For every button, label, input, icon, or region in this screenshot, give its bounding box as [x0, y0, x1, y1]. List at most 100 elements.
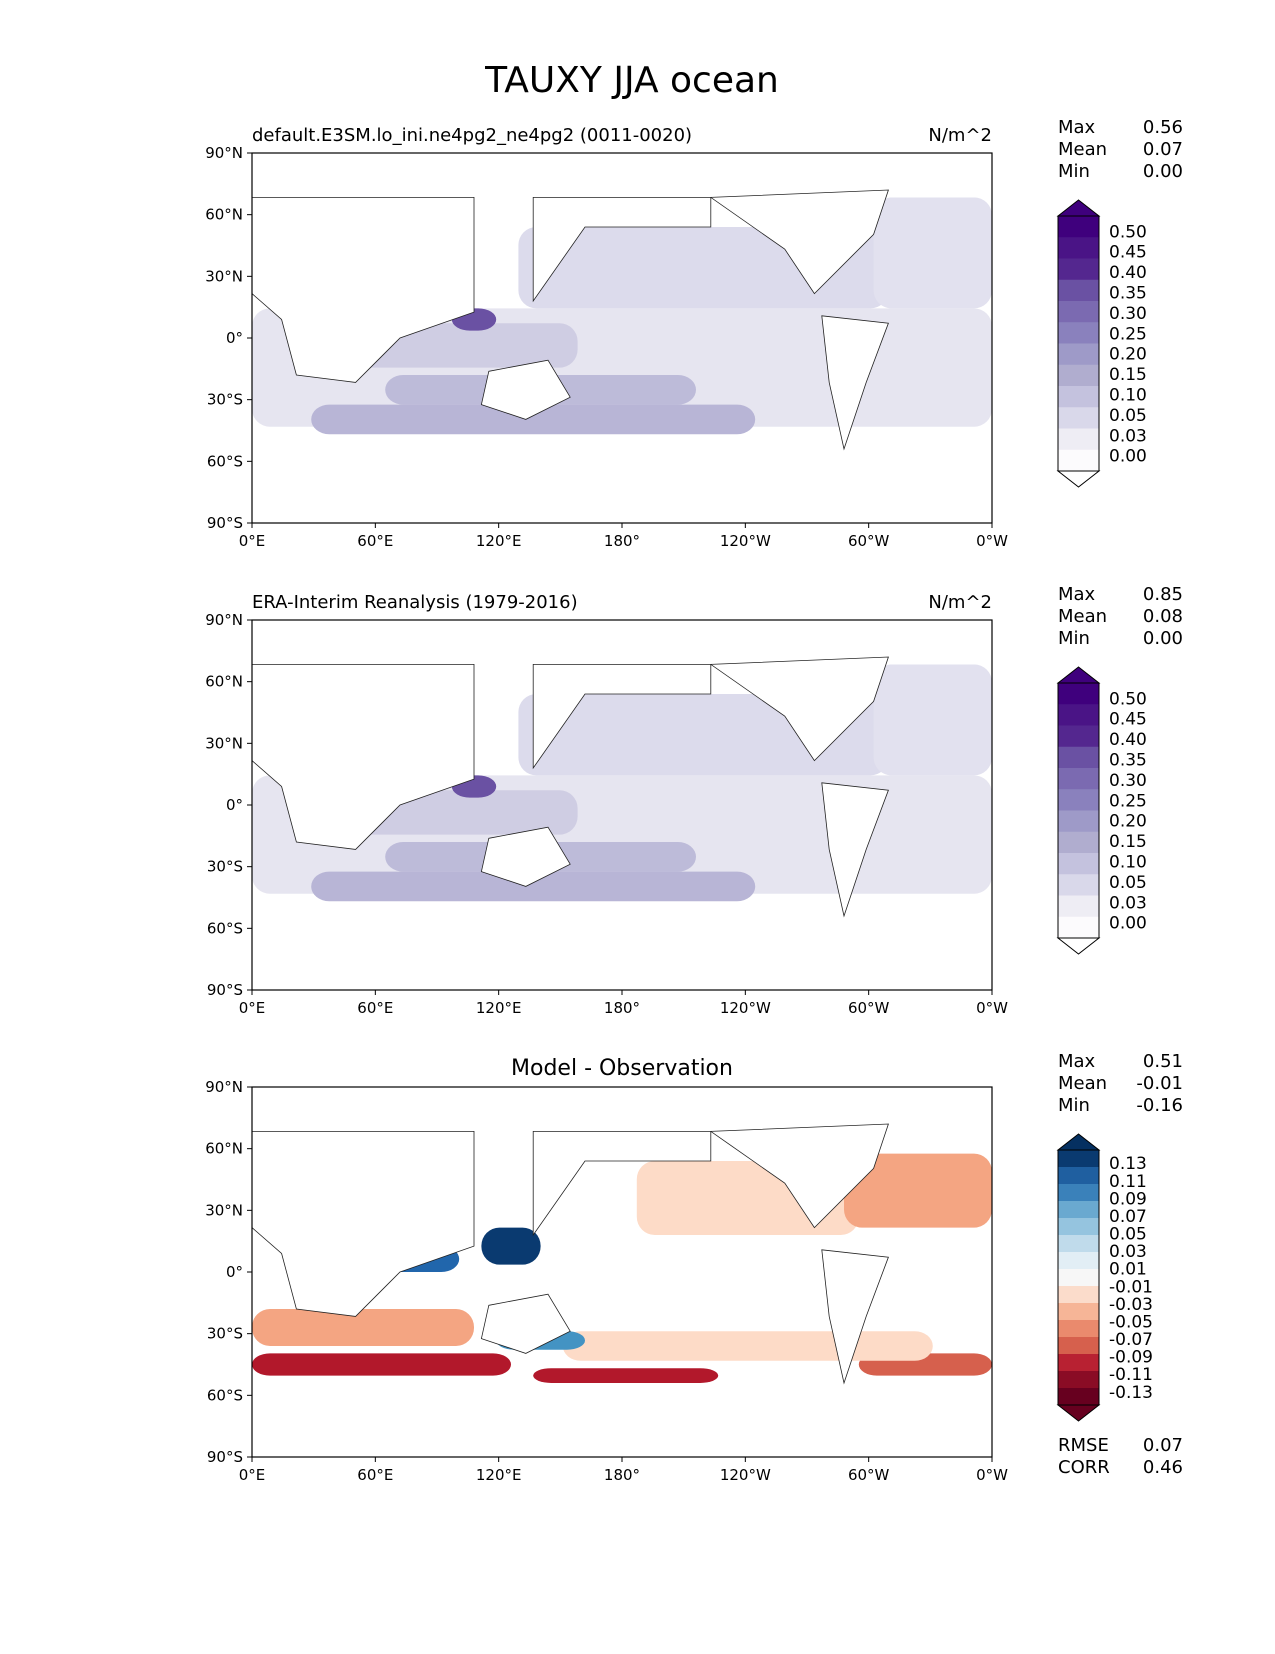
model-colorbar-swatch: [1058, 364, 1099, 387]
obs-colorbar-swatch: [1058, 704, 1099, 726]
diff-colorbar-tick-label: -0.13: [1109, 1383, 1153, 1403]
diff-stat-label: Max: [1058, 1051, 1096, 1072]
obs-asia-east: [532, 664, 712, 770]
diff-colorbar-swatch: [1058, 1371, 1099, 1389]
obs-lat-tick-label: 30°S: [207, 858, 243, 876]
model-colorbar-swatch: [1058, 322, 1099, 344]
diff-colorbar-swatch: [1058, 1388, 1099, 1406]
obs-shade-3: [311, 871, 756, 902]
model-colorbar-tick-label: 0.03: [1109, 426, 1147, 446]
diff-lon-tick-label: 0°W: [976, 1466, 1008, 1484]
diff-colorbar-frame: [1057, 1149, 1100, 1406]
model-lat-tick-label: 60°N: [205, 206, 243, 224]
model-colorbar-frame: [1057, 215, 1100, 472]
obs-colorbar-frame: [1057, 682, 1100, 939]
model-colorbar-swatch: [1058, 301, 1099, 323]
diff-colorbar-tick-label: 0.01: [1109, 1260, 1147, 1280]
diff-colorbar-swatch: [1058, 1184, 1099, 1202]
diff-lon-tick-label: 60°W: [848, 1466, 890, 1484]
obs-lon-tick-label: 120°E: [476, 999, 522, 1017]
diff-north-america: [709, 1123, 889, 1229]
diff-antarctic-mask: [252, 1390, 992, 1457]
diff-colorbar-extend-bottom: [1056, 1404, 1101, 1422]
diff-metric-label: RMSE: [1058, 1435, 1109, 1456]
diff-stat-value: -0.01: [1136, 1073, 1183, 1094]
diff-lat-tick-label: 0°: [226, 1263, 243, 1281]
diff-australia: [480, 1293, 571, 1354]
model-colorbar-extend-bottom: [1056, 470, 1101, 488]
diff-land-mask: [252, 1087, 992, 1457]
diff-colorbar-tick-label: -0.11: [1109, 1365, 1153, 1385]
model-colorbar-tick-label: 0.10: [1109, 386, 1147, 406]
obs-lon-tick-label: 120°W: [720, 999, 771, 1017]
obs-lat-tick-label: 90°N: [205, 611, 243, 629]
diff-colorbar-swatch: [1058, 1201, 1099, 1219]
obs-stat-value: 0.85: [1143, 584, 1183, 605]
model-asia-east: [532, 197, 712, 303]
model-colorbar-tick-label: 0.15: [1109, 365, 1147, 385]
obs-lon-tick-label: 180°: [604, 999, 640, 1017]
diff-colorbar-swatch: [1058, 1354, 1099, 1372]
obs-colorbar-swatch: [1058, 789, 1099, 811]
diff-colorbar-swatch: [1058, 1337, 1099, 1355]
model-colorbar-tick-label: 0.45: [1109, 243, 1147, 263]
diff-colorbar-swatch: [1058, 1167, 1099, 1185]
obs-colorbar-swatch: [1058, 768, 1099, 790]
obs-north-america: [709, 656, 889, 762]
obs-colorbar-swatch: [1058, 853, 1099, 875]
model-lon-tick-label: 120°W: [720, 532, 771, 550]
obs-lat-tick-label: 0°: [226, 796, 243, 814]
obs-units-label: N/m^2: [928, 592, 992, 613]
diff-panel-title: Model - Observation: [511, 1056, 733, 1081]
model-colorbar-swatch: [1058, 428, 1099, 451]
model-colorbar-swatch: [1058, 449, 1099, 472]
obs-colorbar-tick-label: 0.40: [1109, 730, 1147, 750]
model-lon-tick-label: 120°E: [476, 532, 522, 550]
obs-stat-label: Mean: [1058, 606, 1107, 627]
obs-lat-tick-label: 60°S: [207, 919, 243, 937]
model-colorbar-swatch: [1058, 279, 1099, 302]
diff-lon-tick-label: 0°E: [239, 1466, 266, 1484]
panel-obs: 90°N 60°N 30°N 0° 30°S 60°S 90°S0°E 60°E 120°E 18…: [205, 584, 1183, 1017]
model-colorbar-tick-label: 0.50: [1109, 222, 1147, 242]
obs-lon-tick-label: 60°W: [848, 999, 890, 1017]
obs-field-shading: [252, 664, 992, 902]
diff-stat-label: Mean: [1058, 1073, 1107, 1094]
diff-metric-value: 0.07: [1143, 1435, 1183, 1456]
panel-model: 90°N 60°N 30°N 0° 30°S 60°S 90°S0°E 60°E 120°E 18…: [205, 117, 1183, 550]
obs-colorbar-swatch: [1058, 874, 1099, 896]
diff-shade-9: [844, 1153, 992, 1228]
obs-land-mask: [252, 620, 992, 990]
model-stat-label: Min: [1058, 161, 1090, 182]
model-colorbar-swatch: [1058, 386, 1099, 408]
model-lon-tick-label: 180°: [604, 532, 640, 550]
model-colorbar-tick-label: 0.25: [1109, 324, 1147, 344]
model-south-america: [821, 315, 889, 451]
diff-lat-tick-label: 90°N: [205, 1078, 243, 1096]
model-field-shading: [252, 197, 992, 435]
model-stat-value: 0.07: [1143, 139, 1183, 160]
obs-colorbar-extend-top: [1056, 666, 1101, 684]
obs-stat-value: 0.00: [1143, 628, 1183, 649]
diff-shade-0: [252, 1353, 511, 1376]
diff-colorbar-swatch: [1058, 1286, 1099, 1304]
diff-colorbar-swatch: [1058, 1235, 1099, 1253]
model-colorbar-tick-label: 0.35: [1109, 284, 1147, 304]
model-australia: [480, 359, 571, 420]
model-stat-label: Max: [1058, 117, 1096, 138]
diff-stat-label: Min: [1058, 1095, 1090, 1116]
diff-colorbar-extend-top: [1056, 1133, 1101, 1151]
obs-south-america: [821, 782, 889, 918]
obs-colorbar-tick-label: 0.25: [1109, 791, 1147, 811]
model-colorbar-swatch: [1058, 237, 1099, 259]
diff-colorbar-tick-label: 0.03: [1109, 1242, 1147, 1262]
diff-lon-tick-label: 60°E: [357, 1466, 393, 1484]
obs-lat-tick-label: 60°N: [205, 673, 243, 691]
diff-colorbar-tick-label: -0.01: [1109, 1277, 1153, 1297]
diff-lon-tick-label: 180°: [604, 1466, 640, 1484]
model-lat-tick-label: 90°S: [207, 514, 243, 532]
model-lat-tick-label: 90°N: [205, 144, 243, 162]
diff-arctic-mask: [252, 1087, 992, 1132]
obs-stat-value: 0.08: [1143, 606, 1183, 627]
obs-stat-label: Max: [1058, 584, 1096, 605]
